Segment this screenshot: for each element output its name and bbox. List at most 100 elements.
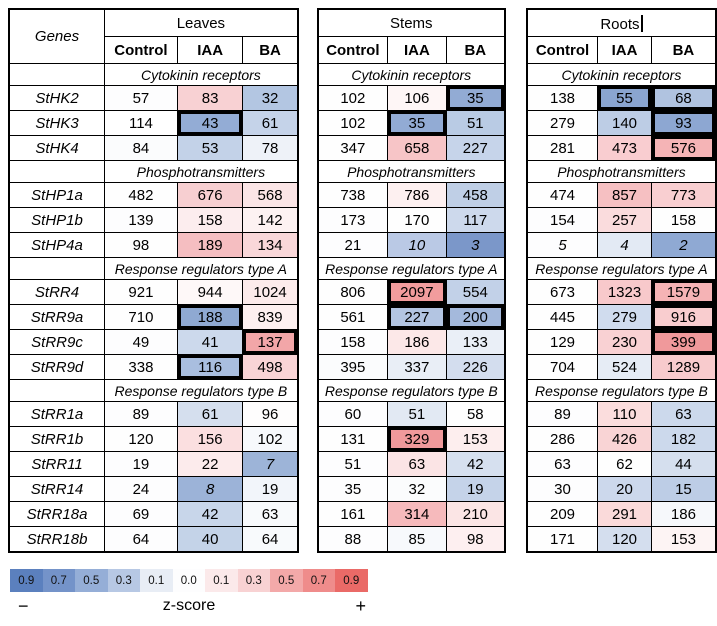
gene-row-sthk4: 281 473 576 xyxy=(526,135,717,161)
value-cell: 347 xyxy=(317,135,389,161)
value-cell: 49 xyxy=(104,329,178,355)
value-cell: 78 xyxy=(242,135,299,161)
value-cell: 554 xyxy=(445,279,506,305)
value-cell: 63 xyxy=(526,451,599,477)
value-cell: 30 xyxy=(526,476,599,502)
value-cell: 1323 xyxy=(597,279,652,305)
gene-row-strr9d: 704 524 1289 xyxy=(526,354,717,380)
legend-scale-cell: 0.3 xyxy=(107,569,140,592)
value-cell: 89 xyxy=(526,401,599,427)
value-cell: 1024 xyxy=(242,279,299,305)
table-leaves-panel: Genes Leaves Control IAA BA Cytokinin recepto… xyxy=(8,8,299,553)
gene-row-strr1b: 286 426 182 xyxy=(526,426,717,452)
value-cell: 41 xyxy=(176,329,244,355)
value-cell: 153 xyxy=(445,426,506,452)
section-title: Response regulators type B xyxy=(317,379,506,402)
value-cell: 88 xyxy=(317,526,389,553)
value-cell: 226 xyxy=(445,354,506,380)
gene-row-sthk4: 347 658 227 xyxy=(317,135,506,161)
value-cell: 32 xyxy=(242,85,299,111)
gene-row-sthk2: 138 55 68 xyxy=(526,85,717,111)
value-cell: 19 xyxy=(445,476,506,502)
gene-row-sthk2: 102 106 35 xyxy=(317,85,506,111)
legend-scale-cell: 0.7 xyxy=(302,569,335,592)
value-cell: 806 xyxy=(317,279,389,305)
value-cell: 142 xyxy=(242,207,299,233)
value-cell: 3 xyxy=(445,232,506,258)
value-cell: 257 xyxy=(597,207,652,233)
value-cell: 498 xyxy=(242,354,299,380)
gene-row-strr1b: 131 329 153 xyxy=(317,426,506,452)
value-cell: 738 xyxy=(317,182,389,208)
value-cell: 93 xyxy=(650,110,717,136)
value-cell: 561 xyxy=(317,304,389,330)
value-cell: 61 xyxy=(242,110,299,136)
section-title: Phosphotransmitters xyxy=(317,160,506,183)
gene-row-strr1b: StRR1b 120 156 102 xyxy=(8,426,299,452)
value-cell: 286 xyxy=(526,426,599,452)
gene-row-strr1a: 60 51 58 xyxy=(317,401,506,427)
value-cell: 51 xyxy=(387,401,447,427)
value-cell: 2097 xyxy=(387,279,447,305)
value-cell: 102 xyxy=(242,426,299,452)
gene-row-sthp1b: 173 170 117 xyxy=(317,207,506,233)
zscore-legend: 0.9 0.7 0.5 0.3 0.1 0.0 0.1 0.3 0.5 0.7 0.9 − z-sc… xyxy=(10,569,368,619)
gene-row-strr14: StRR14 24 8 19 xyxy=(8,476,299,502)
gene-name: StHP1b xyxy=(8,207,106,233)
value-cell: 173 xyxy=(317,207,389,233)
value-cell: 40 xyxy=(176,526,244,553)
gene-row-strr9a: 445 279 916 xyxy=(526,304,717,330)
value-cell: 137 xyxy=(242,329,299,355)
value-cell: 158 xyxy=(317,329,389,355)
heatmap-tables: Genes Leaves Control IAA BA Cytokinin recepto… xyxy=(8,8,717,553)
value-cell: 839 xyxy=(242,304,299,330)
gene-row-sthp1a: 738 786 458 xyxy=(317,182,506,208)
zscore-color-scale: 0.9 0.7 0.5 0.3 0.1 0.0 0.1 0.3 0.5 0.7 0.9 xyxy=(10,569,368,592)
value-cell: 156 xyxy=(176,426,244,452)
value-cell: 786 xyxy=(387,182,447,208)
value-cell: 281 xyxy=(526,135,599,161)
legend-scale-cell: 0.0 xyxy=(172,569,205,592)
gene-name: StHK4 xyxy=(8,135,106,161)
value-cell: 227 xyxy=(387,304,447,330)
gene-row-sthp4a: StHP4a 98 189 134 xyxy=(8,232,299,258)
condition-header-control: Control xyxy=(526,36,599,64)
gene-row-strr11: StRR11 19 22 7 xyxy=(8,451,299,477)
gene-row-strr11: 51 63 42 xyxy=(317,451,506,477)
gene-name: StRR18a xyxy=(8,501,106,527)
text-cursor xyxy=(640,14,643,32)
value-cell: 710 xyxy=(104,304,178,330)
value-cell: 139 xyxy=(104,207,178,233)
gene-row-strr4: 673 1323 1579 xyxy=(526,279,717,305)
genes-header: Genes xyxy=(8,8,106,64)
section-title: Response regulators type B xyxy=(526,379,717,402)
value-cell: 51 xyxy=(445,110,506,136)
value-cell: 61 xyxy=(176,401,244,427)
value-cell: 129 xyxy=(526,329,599,355)
value-cell: 42 xyxy=(176,501,244,527)
value-cell: 110 xyxy=(597,401,652,427)
gene-row-strr14: 30 20 15 xyxy=(526,476,717,502)
value-cell: 63 xyxy=(242,501,299,527)
value-cell: 209 xyxy=(526,501,599,527)
gene-name: StRR9c xyxy=(8,329,106,355)
value-cell: 32 xyxy=(387,476,447,502)
value-cell: 98 xyxy=(445,526,506,553)
gene-row-sthk3: StHK3 114 43 61 xyxy=(8,110,299,136)
gene-name: StRR4 xyxy=(8,279,106,305)
gene-row-sthp1a: StHP1a 482 676 568 xyxy=(8,182,299,208)
value-cell: 291 xyxy=(597,501,652,527)
value-cell: 673 xyxy=(526,279,599,305)
value-cell: 170 xyxy=(387,207,447,233)
legend-scale-cell: 0.9 xyxy=(335,569,368,592)
condition-header-control: Control xyxy=(104,36,178,64)
legend-plus-sign: + xyxy=(355,596,366,616)
condition-header-ba: BA xyxy=(445,36,506,64)
condition-header-iaa: IAA xyxy=(597,36,652,64)
gene-row-strr9d: StRR9d 338 116 498 xyxy=(8,354,299,380)
value-cell: 35 xyxy=(387,110,447,136)
value-cell: 329 xyxy=(387,426,447,452)
legend-scale-cell: 0.5 xyxy=(270,569,303,592)
value-cell: 68 xyxy=(650,85,717,111)
value-cell: 568 xyxy=(242,182,299,208)
